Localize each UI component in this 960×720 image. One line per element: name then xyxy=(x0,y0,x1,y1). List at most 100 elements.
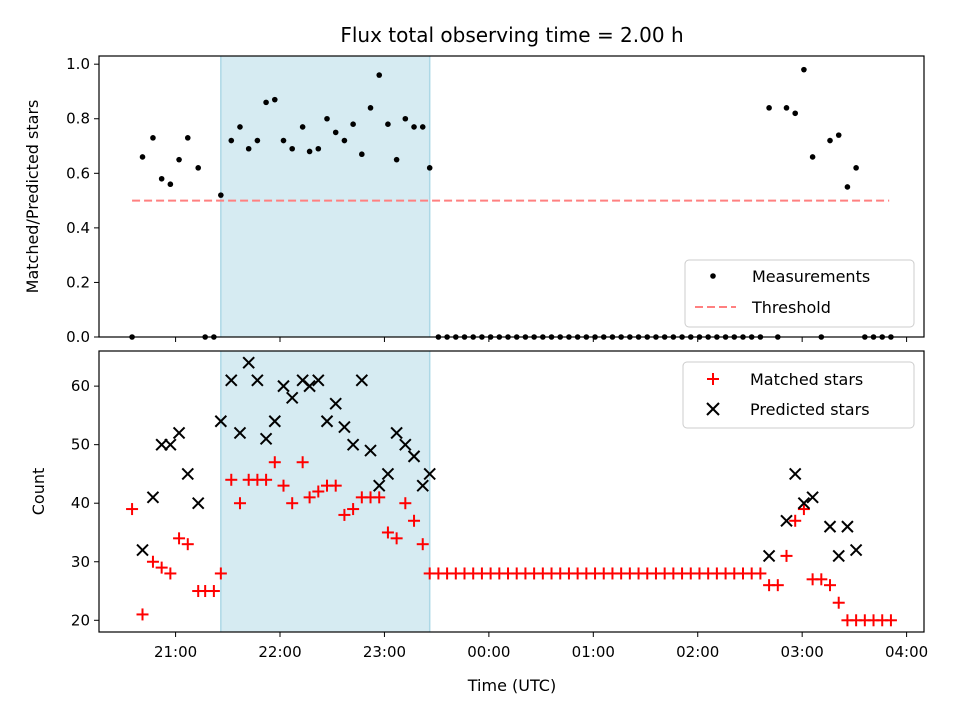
x-tick-label: 00:00 xyxy=(467,643,510,661)
predicted-point xyxy=(832,549,845,563)
measurement-point xyxy=(245,145,252,152)
measurement-point xyxy=(393,156,400,163)
matched-point xyxy=(373,491,386,504)
matched-point xyxy=(146,555,159,568)
top-y-ticks: 0.0 0.2 0.4 0.6 0.8 1.0 xyxy=(66,55,99,346)
measurement-point xyxy=(150,135,156,141)
matched-point xyxy=(303,491,316,504)
matched-point xyxy=(126,503,139,516)
predicted-point xyxy=(268,415,281,428)
predicted-point xyxy=(181,467,194,481)
legend-predicted-label: Predicted stars xyxy=(750,400,870,419)
bottom-y-ticks: 20 30 40 50 60 xyxy=(71,377,99,629)
measurement-point xyxy=(167,181,174,188)
predicted-point xyxy=(320,415,334,428)
measurement-point xyxy=(376,72,383,78)
x-tick-label: 02:00 xyxy=(676,643,719,661)
y-tick-label: 0.4 xyxy=(66,219,90,237)
top-axes-frame xyxy=(98,55,925,338)
predicted-point xyxy=(364,444,377,457)
predicted-point xyxy=(788,467,802,481)
measurement-point xyxy=(367,105,374,111)
measurement-point xyxy=(359,151,365,158)
predicted-point xyxy=(285,391,299,405)
predicted-point xyxy=(277,379,290,393)
measurement-point xyxy=(783,105,790,111)
measurement-point xyxy=(280,137,287,144)
predicted-point xyxy=(242,356,255,369)
measurement-point xyxy=(844,184,851,190)
measurement-point xyxy=(324,115,330,122)
predicted-point xyxy=(146,491,160,504)
y-tick-label: 0.8 xyxy=(66,110,90,128)
measurement-point xyxy=(228,137,235,144)
x-tick-label: 21:00 xyxy=(154,643,197,661)
predicted-point xyxy=(823,520,837,533)
y-tick-label: 1.0 xyxy=(66,55,90,73)
predicted-point xyxy=(806,491,819,504)
predicted-point xyxy=(762,549,776,563)
measurement-point xyxy=(827,137,833,144)
matched-point xyxy=(381,526,394,539)
matched-point xyxy=(338,508,351,521)
top-shaded-interval xyxy=(220,56,430,337)
predicted-point xyxy=(373,479,386,492)
matched-point xyxy=(207,585,220,598)
y-tick-label: 0.0 xyxy=(66,328,90,346)
measurement-point xyxy=(195,165,202,171)
legend-measurements-marker xyxy=(710,273,716,279)
matched-point xyxy=(286,497,299,510)
matched-point xyxy=(214,567,227,580)
measurement-point xyxy=(271,96,278,103)
measurement-point xyxy=(315,145,322,152)
legend-threshold-label: Threshold xyxy=(751,298,831,317)
matched-point xyxy=(136,608,149,621)
measurement-point xyxy=(158,175,165,182)
measurement-point xyxy=(350,121,356,128)
bottom-axes-frame xyxy=(98,350,925,633)
matched-point xyxy=(312,485,325,498)
measurement-point xyxy=(341,137,348,144)
matched-point xyxy=(225,473,238,486)
top-legend-box xyxy=(684,259,915,328)
predicted-point xyxy=(251,374,264,387)
x-tick-label: 22:00 xyxy=(258,643,301,661)
matched-point xyxy=(408,514,421,527)
matched-stars-series xyxy=(126,456,897,627)
y-tick-label: 30 xyxy=(71,553,90,571)
measurement-point xyxy=(792,110,799,117)
measurement-point xyxy=(289,145,295,152)
predicted-point xyxy=(233,426,247,440)
predicted-point xyxy=(399,438,412,451)
measurement-point xyxy=(263,99,269,106)
bottom-panel: 20 30 40 50 60 21:00 22:00 23:00 00:00 01:00 02:0… xyxy=(29,350,928,695)
measurement-point xyxy=(237,124,243,130)
matched-point xyxy=(233,497,246,510)
matched-point xyxy=(416,538,429,551)
matched-point xyxy=(754,567,767,580)
x-axis-label: Time (UTC) xyxy=(467,676,556,695)
predicted-point xyxy=(423,467,436,481)
predicted-point xyxy=(780,514,793,527)
measurement-point xyxy=(766,105,772,111)
matched-point xyxy=(155,561,168,574)
measurement-point xyxy=(332,129,339,136)
y-tick-label: 40 xyxy=(71,494,90,512)
top-panel: 0.0 0.2 0.4 0.6 0.8 1.0 Matched/Predicted sta… xyxy=(23,55,925,346)
chart-title: Flux total observing time = 2.00 h xyxy=(340,23,683,47)
legend-predicted-marker xyxy=(706,402,720,416)
predicted-point xyxy=(797,497,811,510)
measurement-point xyxy=(176,156,182,163)
x-tick-label: 03:00 xyxy=(781,643,824,661)
legend-matched-label: Matched stars xyxy=(750,370,863,389)
top-y-axis-label: Matched/Predicted stars xyxy=(23,100,42,294)
y-tick-label: 0.2 xyxy=(66,273,90,291)
measurement-point xyxy=(835,132,842,138)
predicted-point xyxy=(346,438,360,451)
matched-point xyxy=(268,456,281,469)
measurement-point xyxy=(426,165,433,171)
predicted-point xyxy=(136,543,149,557)
matched-point xyxy=(164,567,177,580)
measurement-point xyxy=(306,148,313,155)
matched-point xyxy=(789,514,802,527)
